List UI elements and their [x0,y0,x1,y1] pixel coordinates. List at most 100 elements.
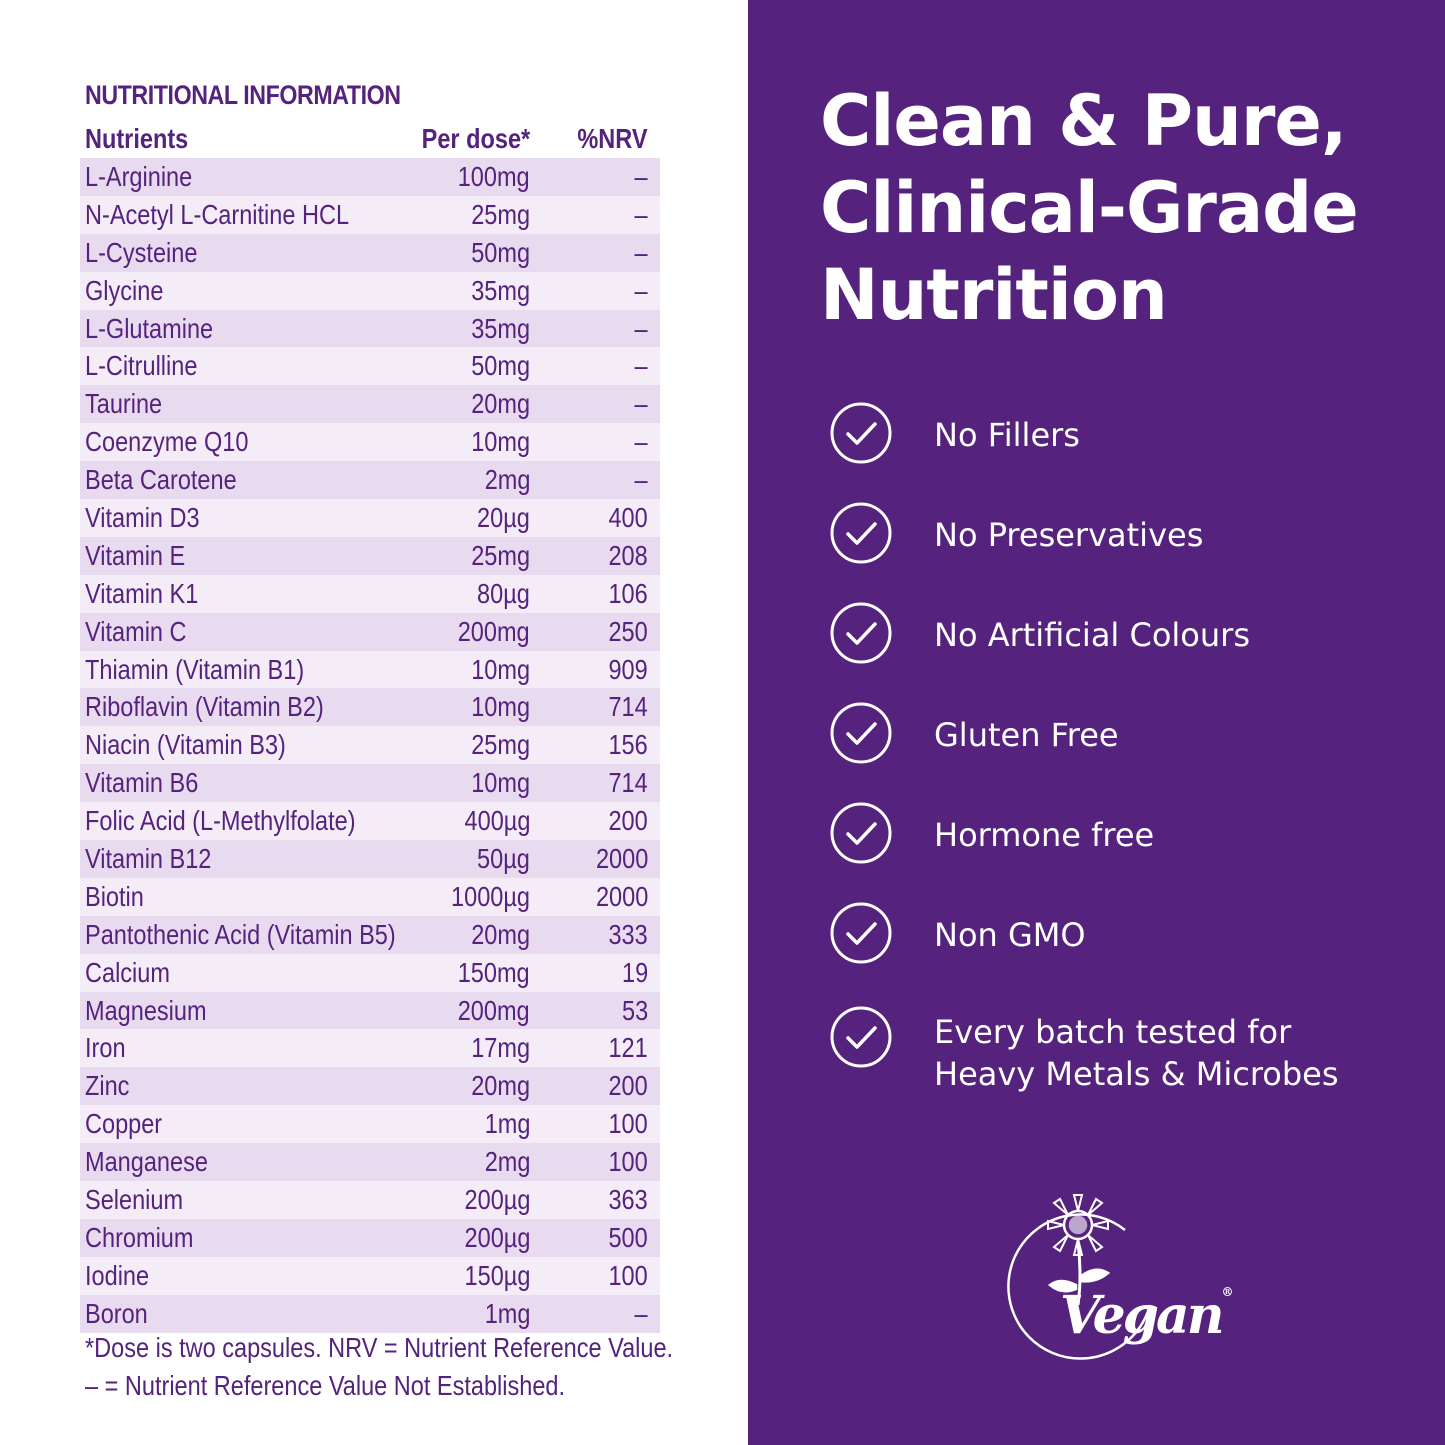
cell-name: Niacin (Vitamin B3) [85,729,286,761]
cell-name: N-Acetyl L-Carnitine HCL [85,198,350,230]
cell-dose: 2mg [484,1146,530,1178]
cell-nrv: 250 [608,615,648,647]
cell-dose: 2mg [484,464,530,496]
cell-name: Biotin [85,880,144,912]
cell-dose: 80µg [477,577,530,609]
feature-item: No Artificial Colours [830,602,1430,672]
cell-name: Coenzyme Q10 [85,426,249,458]
feature-label-line-2: Heavy Metals & Microbes [934,1055,1339,1093]
cell-nrv: – [634,236,648,268]
cell-dose: 1mg [484,1297,530,1329]
cell-nrv: 363 [608,1184,648,1216]
cell-name: Glycine [85,274,164,306]
table-row: L-Citrulline 50mg – [80,347,660,386]
table-row: Riboflavin (Vitamin B2) 10mg 714 [80,688,660,727]
table-row: L-Cysteine 50mg – [80,233,660,272]
table-row: Beta Carotene 2mg – [80,461,660,500]
cell-nrv: – [634,350,648,382]
cell-name: L-Arginine [85,161,193,192]
cell-nrv: 400 [608,502,648,534]
cell-dose: 50µg [477,843,530,875]
table-row: Niacin (Vitamin B3) 25mg 156 [80,726,660,765]
cell-dose: 1mg [484,1108,530,1140]
table-row: Boron 1mg – [80,1294,660,1333]
cell-name: Folic Acid (L-Methylfolate) [85,805,356,837]
cell-nrv: 200 [608,1070,648,1102]
table-row: Chromium 200µg 500 [80,1218,660,1257]
cell-name: Iodine [85,1259,150,1291]
cell-nrv: – [634,426,648,458]
cell-nrv: 714 [608,767,648,799]
nutrition-panel: NUTRITIONAL INFORMATION Nutrients Per do… [80,80,674,1401]
cell-name: Calcium [85,956,170,988]
table-row: Iodine 150µg 100 [80,1256,660,1295]
cell-nrv: 333 [608,918,648,950]
feature-item: Every batch tested for Heavy Metals & Mic… [830,1006,1430,1093]
table-row: Vitamin B12 50µg 2000 [80,840,660,878]
cell-name: Manganese [85,1146,208,1178]
table-row: L-Glutamine 35mg – [80,309,660,348]
cell-name: L-Glutamine [85,312,214,344]
cell-name: Selenium [85,1184,184,1216]
cell-nrv: 208 [608,539,648,571]
feature-label: Every batch tested for Heavy Metals & Mic… [934,1011,1339,1095]
feature-label: Hormone free [934,816,1155,854]
table-row: Zinc 20mg 200 [80,1067,660,1106]
cell-dose: 10mg [471,426,530,458]
footnote-dose: *Dose is two capsules. NRV = Nutrient Re… [85,1332,674,1363]
feature-item: Hormone free [830,802,1430,872]
table-row: Magnesium 200mg 53 [80,991,660,1030]
cell-name: Chromium [85,1221,194,1253]
check-circle-icon [830,902,892,964]
table-row: Selenium 200µg 363 [80,1181,660,1219]
cell-nrv: 909 [608,653,648,685]
cell-dose: 20mg [471,1070,530,1102]
cell-dose: 150mg [458,956,530,988]
cell-name: Vitamin B12 [85,843,212,875]
cell-dose: 20µg [477,502,530,534]
cell-nrv: 121 [608,1032,648,1064]
cell-nrv: – [634,274,648,306]
feature-label: No Artificial Colours [934,616,1250,654]
feature-label: No Preservatives [934,516,1204,554]
table-row: Taurine 20mg – [80,385,660,424]
cell-nrv: 100 [608,1146,648,1178]
cell-dose: 200µg [464,1221,530,1253]
feature-label-line-1: Every batch tested for [934,1013,1292,1051]
cell-dose: 100mg [458,161,530,192]
check-circle-icon [830,702,892,764]
cell-dose: 200mg [458,994,530,1026]
cell-dose: 35mg [471,274,530,306]
cell-name: Thiamin (Vitamin B1) [85,653,305,685]
cell-dose: 35mg [471,312,530,344]
feature-label: No Fillers [934,416,1080,454]
cell-name: Zinc [85,1070,130,1102]
cell-dose: 10mg [471,767,530,799]
cell-dose: 150µg [464,1259,530,1291]
table-row: Pantothenic Acid (Vitamin B5) 20mg 333 [80,915,660,954]
table-row: Vitamin D3 20µg 400 [80,499,660,537]
cell-nrv: 2000 [595,880,648,912]
table-row: Glycine 35mg – [80,271,660,310]
vegan-sunflower-icon [1007,1194,1152,1360]
vegan-text: Vegan [1060,1285,1225,1346]
table-row: Folic Acid (L-Methylfolate) 400µg 200 [80,802,660,841]
cell-nrv: – [634,198,648,230]
cell-name: Copper [85,1108,163,1140]
check-circle-icon [830,402,892,464]
cell-nrv: 53 [621,994,648,1026]
cell-nrv: – [634,1297,648,1329]
cell-name: Vitamin D3 [85,502,200,534]
check-circle-icon [830,602,892,664]
cell-dose: 200µg [464,1184,530,1216]
cell-name: Beta Carotene [85,464,237,496]
check-circle-icon [830,802,892,864]
cell-nrv: 500 [608,1221,648,1253]
cell-name: Boron [85,1297,148,1329]
cell-name: Taurine [85,388,163,420]
claims-panel [748,0,1445,1445]
feature-label: Non GMO [934,916,1086,954]
cell-nrv: – [634,464,648,496]
table-row: L-Arginine 100mg – [80,158,660,196]
cell-nrv: 100 [608,1108,648,1140]
